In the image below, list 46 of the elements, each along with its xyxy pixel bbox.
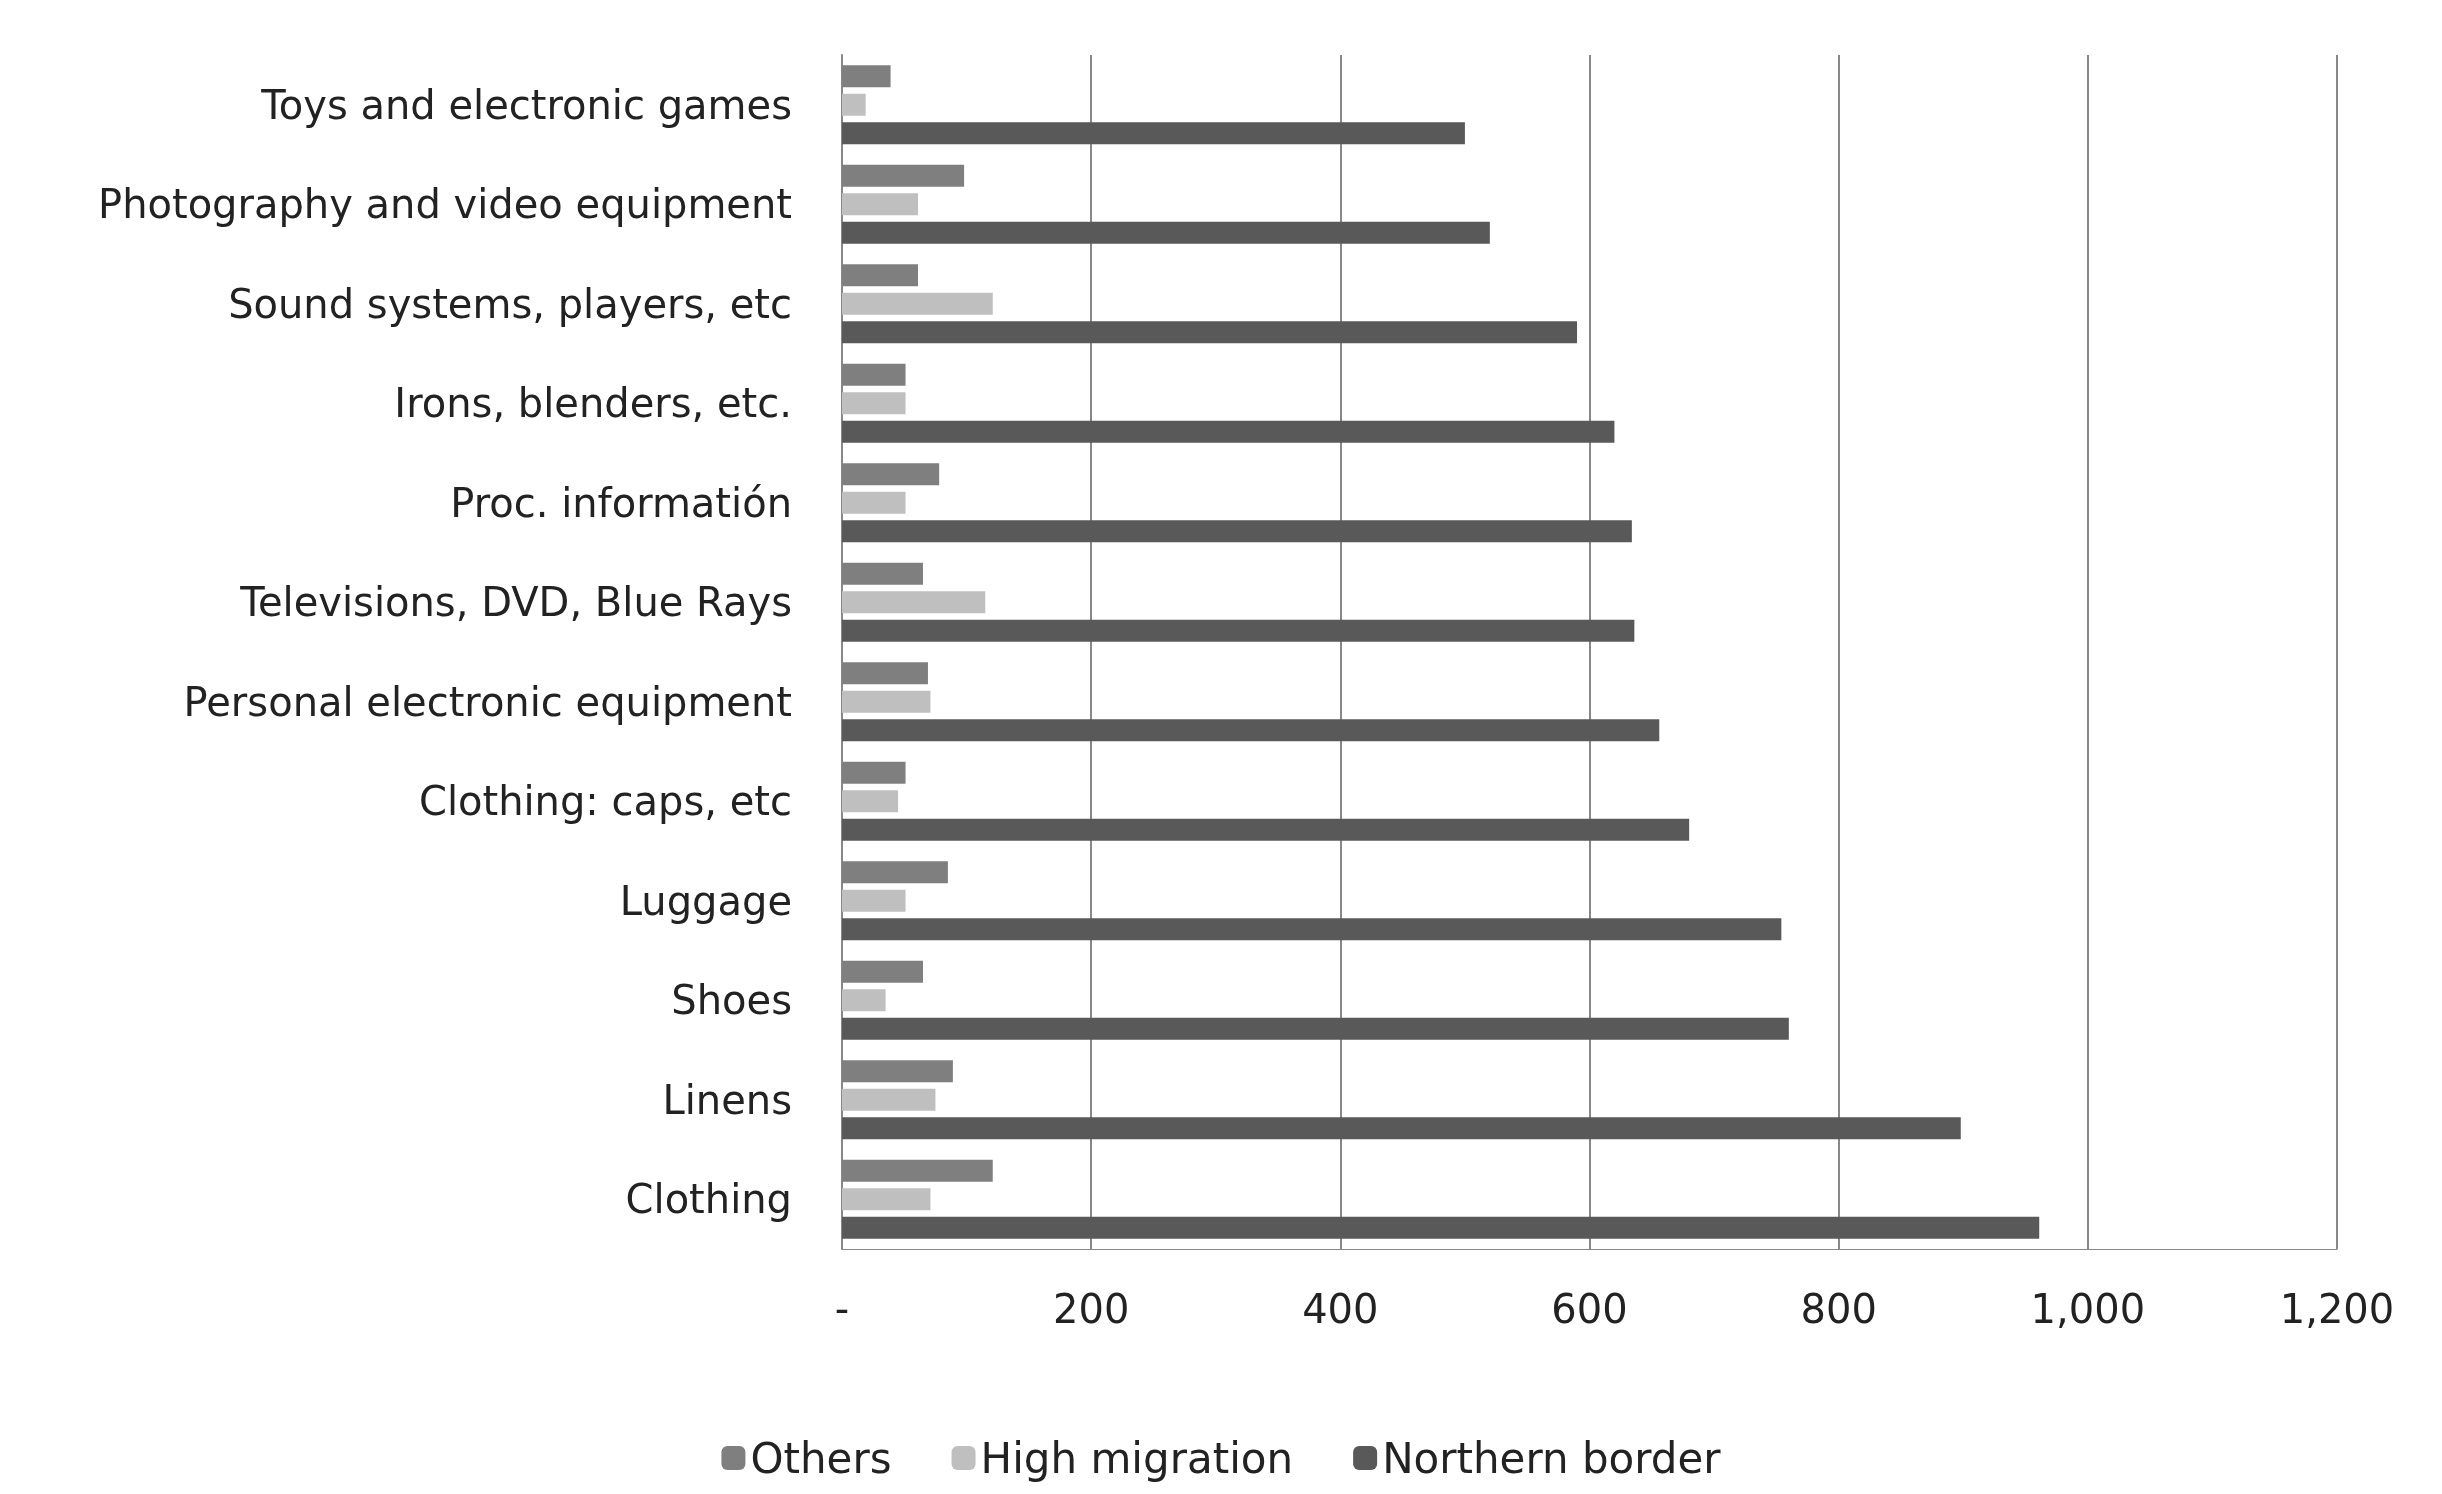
bar bbox=[842, 1117, 1961, 1140]
legend-label: Others bbox=[750, 1433, 892, 1483]
bar bbox=[842, 619, 1635, 642]
bar bbox=[842, 321, 1578, 344]
bar bbox=[842, 790, 899, 813]
y-tick-label: Toys and electronic games bbox=[260, 81, 792, 128]
bar bbox=[842, 918, 1782, 941]
x-tick-label: 200 bbox=[1052, 1286, 1130, 1332]
bar bbox=[842, 221, 1490, 244]
y-tick-label: Clothing bbox=[625, 1176, 792, 1223]
bar bbox=[842, 491, 906, 514]
y-tick-label: Shoes bbox=[671, 977, 792, 1024]
bar bbox=[842, 392, 906, 415]
legend-label: High migration bbox=[980, 1433, 1294, 1483]
x-tick-label: - bbox=[834, 1286, 850, 1332]
y-tick-label: Linens bbox=[662, 1076, 792, 1123]
y-tick-label: Irons, blenders, etc. bbox=[394, 380, 792, 427]
y-tick-label: Personal electronic equipment bbox=[183, 678, 792, 725]
bar bbox=[842, 292, 993, 315]
x-tick-label: 1,000 bbox=[2030, 1286, 2146, 1332]
legend-label: Northern border bbox=[1382, 1433, 1722, 1483]
bar bbox=[842, 1188, 931, 1211]
y-tick-label: Sound systems, players, etc bbox=[228, 280, 792, 327]
y-tick-label: Luggage bbox=[619, 877, 792, 924]
y-tick-label: Clothing: caps, etc bbox=[418, 778, 792, 825]
bar bbox=[842, 889, 906, 912]
bar bbox=[842, 193, 918, 216]
bar bbox=[842, 1017, 1789, 1040]
x-tick-label: 1,200 bbox=[2279, 1286, 2395, 1332]
bar bbox=[842, 719, 1660, 742]
bar bbox=[842, 1088, 936, 1111]
y-tick-label: Televisions, DVD, Blue Rays bbox=[239, 579, 792, 626]
bar bbox=[842, 818, 1690, 841]
bar bbox=[842, 690, 931, 713]
bar bbox=[842, 93, 866, 116]
bar bbox=[842, 989, 886, 1012]
bar bbox=[842, 122, 1465, 145]
bar bbox=[842, 420, 1615, 443]
y-tick-label: Photography and video equipment bbox=[98, 181, 792, 228]
y-tick-label: Proc. informatión bbox=[450, 479, 792, 526]
x-tick-label: 400 bbox=[1302, 1286, 1379, 1332]
bar bbox=[842, 520, 1632, 543]
x-tick-label: 800 bbox=[1800, 1286, 1877, 1332]
x-tick-label: 600 bbox=[1551, 1286, 1628, 1332]
bar bbox=[842, 1216, 2040, 1239]
bar bbox=[842, 591, 986, 614]
